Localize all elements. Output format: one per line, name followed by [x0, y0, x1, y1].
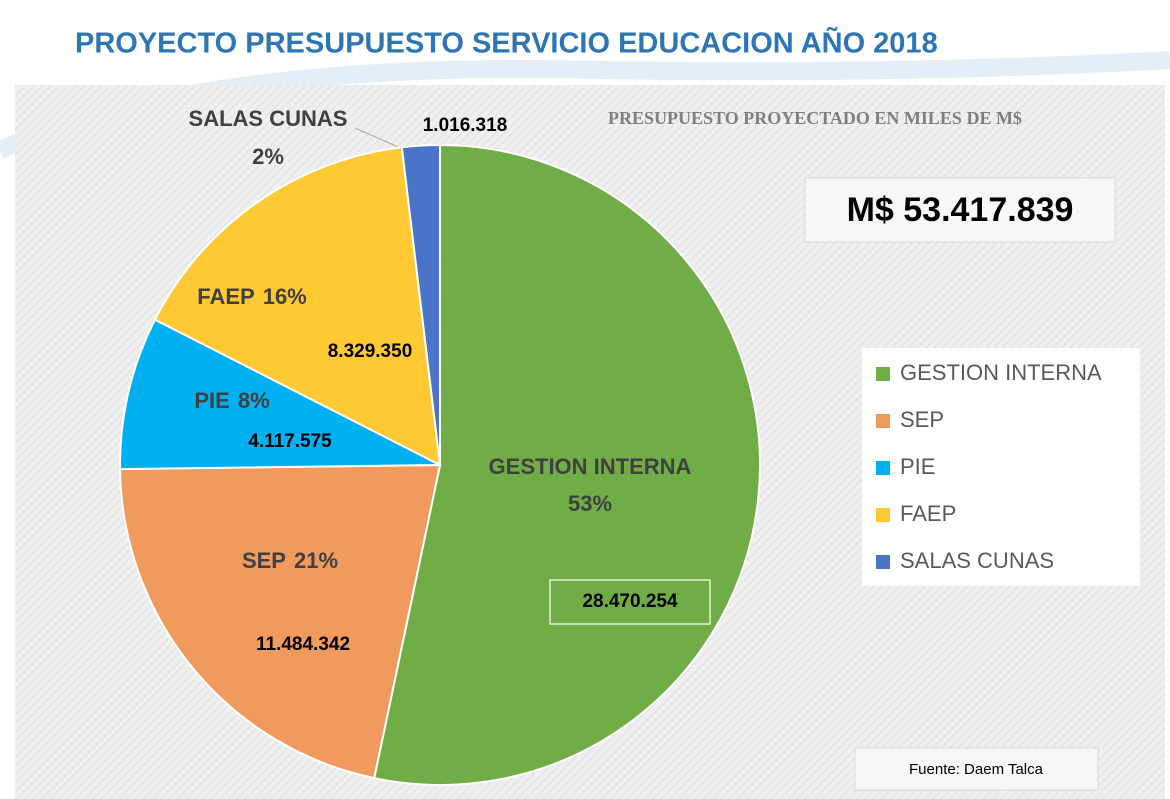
pie-slice	[119, 463, 442, 780]
value-label: 4.117.575	[248, 431, 332, 452]
legend-box	[862, 348, 1140, 586]
slice-category: PIE	[194, 388, 229, 413]
value-label: 1.016.318	[423, 115, 508, 136]
legend-label: FAEP	[900, 501, 956, 526]
source: Fuente: Daem Talca	[909, 761, 1044, 778]
slice-label: PIE 8%	[194, 388, 269, 413]
slice-percent: 53%	[568, 491, 612, 516]
legend-label: SALAS CUNAS	[900, 548, 1054, 573]
slice-category: GESTION INTERNA	[489, 454, 692, 479]
slice-percent: 21%	[294, 548, 338, 573]
pie	[119, 143, 761, 786]
pie-slice	[400, 143, 441, 466]
legend-swatch	[876, 461, 890, 475]
source-box	[854, 747, 1099, 791]
legend-label: SEP	[900, 407, 944, 432]
legend-label: PIE	[900, 454, 935, 479]
legend-swatch	[876, 414, 890, 428]
legend-swatch	[876, 367, 890, 381]
value-label: 11.484.342	[256, 634, 350, 655]
slice-label: FAEP 16%	[197, 284, 307, 309]
value-label: 28.470.254	[582, 591, 678, 612]
legend-swatch	[876, 508, 890, 522]
total-box	[804, 177, 1116, 243]
slice-percent: 8%	[238, 388, 270, 413]
labels: GESTION INTERNA 53% 28.470.254 SEP 21% 11.484…	[189, 106, 711, 655]
pie-slice	[119, 318, 441, 471]
legend-label: GESTION INTERNA	[900, 360, 1102, 385]
slice-label: SEP 21%	[242, 548, 338, 573]
total-annotation: M$ 53.417.839	[847, 191, 1074, 229]
slice-percent: 2%	[252, 144, 284, 169]
subtitle: PRESUPUESTO PROYECTADO EN MILES DE M$	[608, 108, 1022, 128]
slice-percent: 16%	[263, 284, 307, 309]
value-label-box	[549, 579, 711, 625]
chart-title: PROYECTO PRESUPUESTO SERVICIO EDUCACION …	[75, 26, 938, 60]
pie-slice	[372, 143, 761, 786]
legend-swatch	[876, 555, 890, 569]
slice-category: SALAS CUNAS	[189, 106, 348, 131]
slice-category: SEP	[242, 548, 286, 573]
slice-category: FAEP	[197, 284, 254, 309]
pie-slice	[153, 146, 442, 467]
leader-line	[354, 127, 406, 151]
value-label: 8.329.350	[328, 341, 413, 362]
